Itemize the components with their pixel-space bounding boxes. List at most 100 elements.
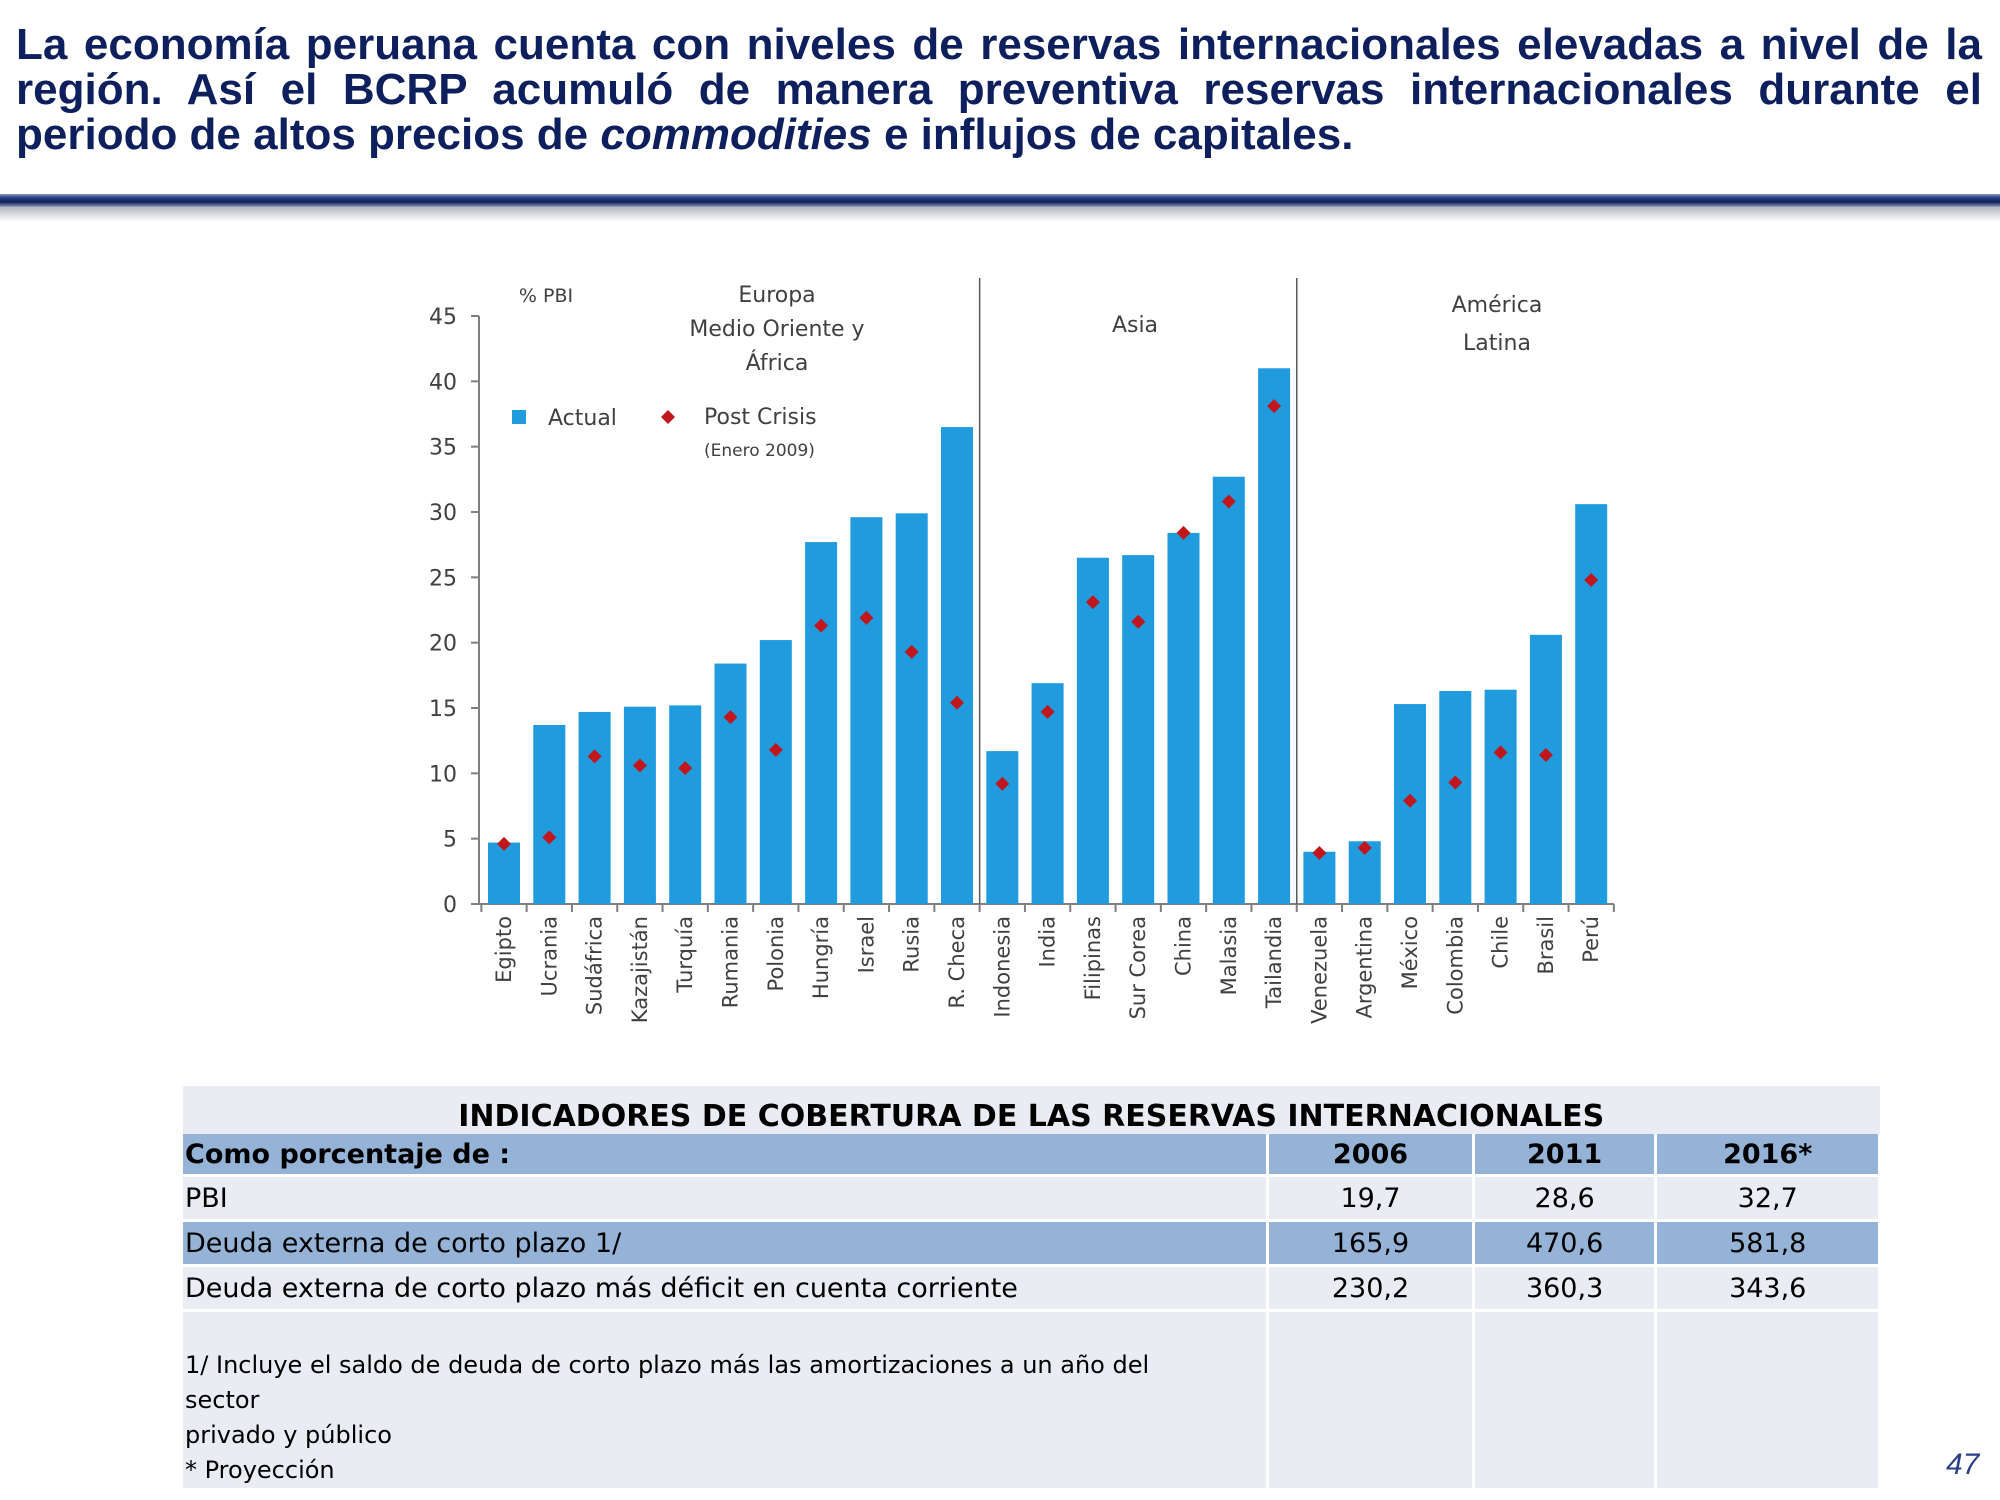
x-category-label: Rumania <box>719 916 743 1008</box>
marker-post-crisis <box>1312 846 1327 861</box>
bar-actual <box>1529 634 1562 904</box>
row-value-2006: 230,2 <box>1267 1264 1475 1311</box>
bar-actual <box>623 706 656 904</box>
x-category-label: Indonesia <box>990 916 1014 1018</box>
bar-actual <box>669 705 702 904</box>
marker-post-crisis <box>1085 595 1100 610</box>
table-header-label: Como porcentaje de : <box>183 1134 1270 1176</box>
x-category-label: India <box>1036 916 1060 968</box>
table-header-2011: 2011 <box>1473 1134 1658 1176</box>
marker-post-crisis <box>587 749 602 764</box>
x-category-label: Sudáfrica <box>583 916 607 1015</box>
group-label: Asia <box>1112 313 1158 338</box>
footnote-projection: * Proyección <box>185 1456 335 1484</box>
group-label: Medio Oriente y <box>689 317 864 342</box>
legend-post-crisis-note: (Enero 2009) <box>704 441 815 461</box>
marker-post-crisis <box>1357 840 1372 855</box>
marker-post-crisis <box>859 610 874 625</box>
table-caption-row: INDICADORES DE COBERTURA DE LAS RESERVAS… <box>183 1086 1880 1134</box>
bar-actual <box>895 513 928 904</box>
table-header-2016: 2016* <box>1655 1134 1881 1176</box>
bar-actual <box>1167 532 1200 904</box>
x-category-label: México <box>1398 916 1422 989</box>
bar-actual <box>986 751 1019 904</box>
x-category-label: Filipinas <box>1081 916 1105 1000</box>
row-value-2016: 581,8 <box>1655 1219 1881 1266</box>
bar-actual <box>941 427 973 904</box>
slide-title-end: e influjos de capitales. <box>871 110 1354 159</box>
empty-cell <box>1655 1309 1881 1488</box>
x-category-label: Perú <box>1579 916 1603 963</box>
y-tick-label: 40 <box>429 370 457 395</box>
x-category-label: Argentina <box>1353 916 1377 1018</box>
bar-actual <box>1439 691 1472 904</box>
x-category-label: Chile <box>1489 916 1513 969</box>
x-category-label: Turquía <box>673 916 697 994</box>
legend-actual-swatch <box>512 410 526 424</box>
marker-post-crisis <box>1403 793 1417 808</box>
table-notes-cell: 1/ Incluye el saldo de deuda de corto pl… <box>183 1309 1270 1488</box>
y-axis-label: % PBI <box>519 285 573 307</box>
bar-actual <box>759 640 792 904</box>
slide-title: La economía peruana cuenta con niveles d… <box>16 22 1982 157</box>
marker-post-crisis <box>497 836 511 851</box>
title-divider <box>0 194 2000 208</box>
bar-actual <box>714 663 747 904</box>
table-row: PBI 19,7 28,6 32,7 <box>183 1174 1881 1221</box>
table-header-row: Como porcentaje de : 2006 2011 2016* <box>183 1134 1881 1176</box>
bar-actual <box>1212 476 1245 904</box>
row-value-2011: 28,6 <box>1473 1174 1658 1221</box>
bar-actual <box>1031 683 1064 904</box>
table-header-2006: 2006 <box>1267 1134 1475 1176</box>
empty-cell <box>1473 1309 1658 1488</box>
group-label: América <box>1452 293 1543 318</box>
y-tick-label: 10 <box>429 762 457 787</box>
row-label: Deuda externa de corto plazo más déficit… <box>183 1264 1270 1311</box>
group-label: Latina <box>1463 331 1531 356</box>
bar-actual <box>1076 557 1109 904</box>
x-category-label: R. Checa <box>945 916 969 1009</box>
table-notes-row: 1/ Incluye el saldo de deuda de corto pl… <box>183 1309 1881 1488</box>
reserves-bar-chart: 0 5 10 15 20 25 30 35 40 45 Europa Medio Oriente y Á… <box>429 278 1615 1024</box>
y-tick-label: 20 <box>429 632 457 657</box>
marker-post-crisis <box>814 618 829 633</box>
row-value-2011: 360,3 <box>1473 1264 1658 1311</box>
x-category-label: Ucrania <box>537 916 561 996</box>
x-category-label: Polonia <box>764 916 788 991</box>
y-tick-label: 45 <box>429 305 457 330</box>
slide-title-text: La economía peruana cuenta con niveles d… <box>16 20 1982 159</box>
page-number: 47 <box>1946 1448 1980 1481</box>
x-category-label: Rusia <box>900 916 924 973</box>
marker-post-crisis <box>950 695 964 710</box>
legend-actual-label: Actual <box>548 406 617 431</box>
title-divider-shadow <box>0 208 2000 222</box>
x-category-label: Hungría <box>809 916 833 999</box>
row-value-2011: 470,6 <box>1473 1219 1658 1266</box>
table-caption: INDICADORES DE COBERTURA DE LAS RESERVAS… <box>183 1086 1880 1134</box>
marker-post-crisis <box>678 761 693 776</box>
row-value-2016: 32,7 <box>1655 1174 1881 1221</box>
x-category-label: Malasia <box>1217 916 1241 995</box>
marker-post-crisis <box>1267 399 1282 414</box>
y-tick-label: 35 <box>429 436 457 461</box>
empty-cell <box>1267 1309 1475 1488</box>
x-category-label: Sur Corea <box>1126 916 1150 1019</box>
marker-post-crisis <box>632 758 647 773</box>
marker-post-crisis <box>1221 494 1236 509</box>
x-category-label: Kazajistán <box>628 916 652 1023</box>
table-row: Deuda externa de corto plazo 1/ 165,9 47… <box>183 1219 1881 1266</box>
bar-actual <box>1484 689 1517 904</box>
footnote-1: 1/ Incluye el saldo de deuda de corto pl… <box>185 1351 1150 1414</box>
row-value-2016: 343,6 <box>1655 1264 1881 1311</box>
marker-post-crisis <box>1493 745 1508 760</box>
slide-title-italic: commodities <box>600 110 872 159</box>
bar-actual <box>1303 851 1336 904</box>
y-tick-label: 0 <box>443 893 457 918</box>
marker-post-crisis <box>1176 525 1191 540</box>
x-category-label: Israel <box>854 916 878 973</box>
group-label: África <box>746 350 809 376</box>
bar-actual <box>533 724 566 904</box>
table-notes: 1/ Incluye el saldo de deuda de corto pl… <box>183 1312 1185 1488</box>
legend-post-crisis-marker <box>661 410 675 424</box>
bar-actual <box>578 711 611 904</box>
